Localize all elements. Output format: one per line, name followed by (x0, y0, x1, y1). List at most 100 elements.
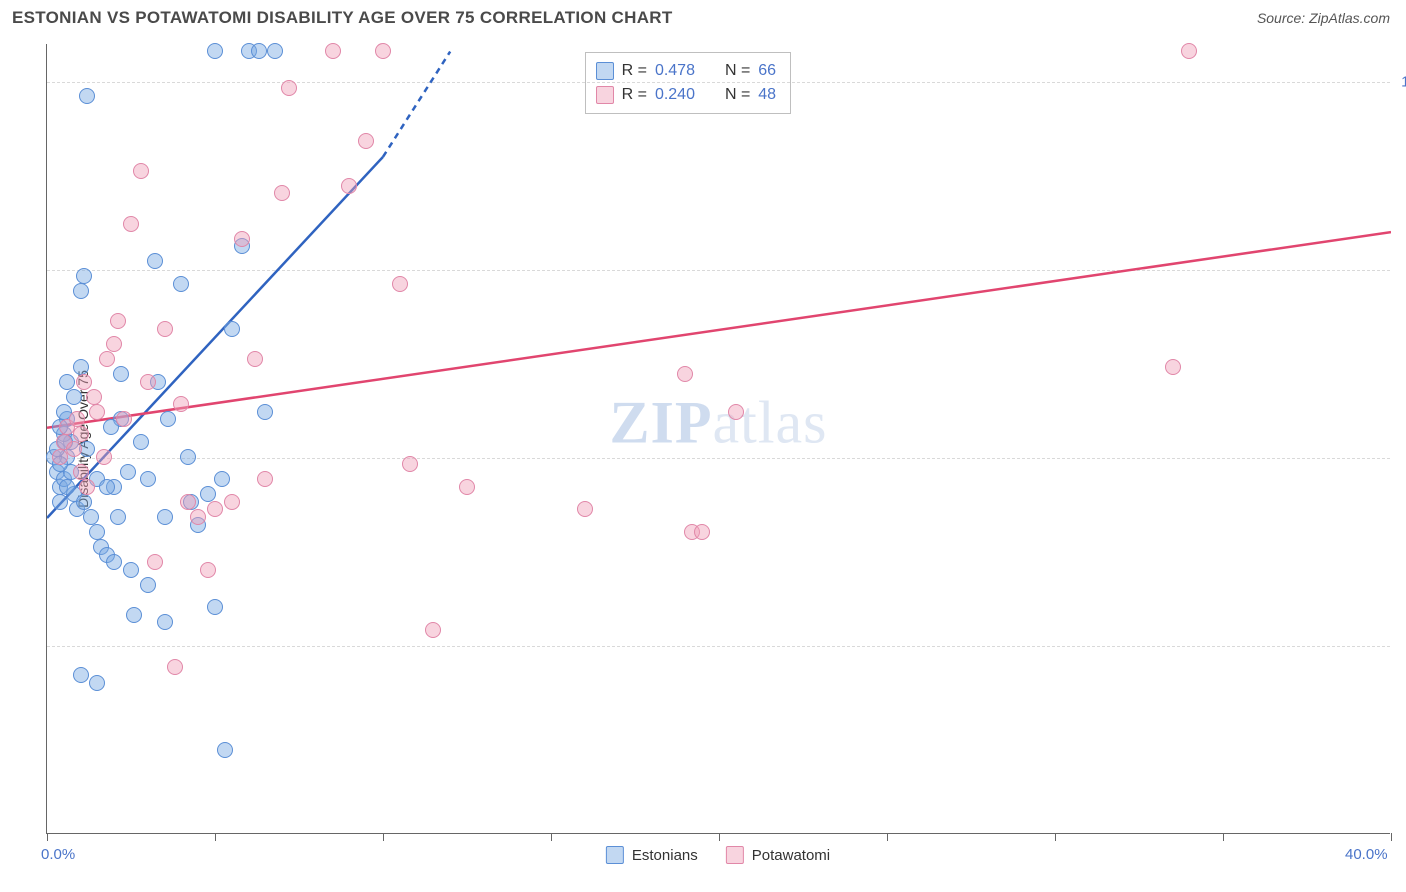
data-point (247, 351, 263, 367)
x-tick-label: 40.0% (1345, 846, 1388, 863)
data-point (99, 351, 115, 367)
data-point (190, 509, 206, 525)
chart-title: ESTONIAN VS POTAWATOMI DISABILITY AGE OV… (12, 8, 673, 28)
data-point (224, 494, 240, 510)
series-name: Estonians (632, 847, 698, 864)
data-point (281, 80, 297, 96)
data-point (157, 614, 173, 630)
data-point (214, 471, 230, 487)
x-tick (47, 833, 48, 841)
data-point (86, 389, 102, 405)
data-point (116, 411, 132, 427)
data-point (1165, 359, 1181, 375)
data-point (76, 374, 92, 390)
x-tick (1391, 833, 1392, 841)
series-legend: Estonians Potawatomi (606, 846, 830, 864)
data-point (73, 667, 89, 683)
data-point (257, 404, 273, 420)
plot-area: Disability Age Over 75 ZIPatlas R =0.478… (46, 44, 1390, 834)
data-point (160, 411, 176, 427)
data-point (133, 434, 149, 450)
data-point (110, 313, 126, 329)
data-point (99, 479, 115, 495)
data-point (341, 178, 357, 194)
data-point (251, 43, 267, 59)
data-point (274, 185, 290, 201)
data-point (157, 509, 173, 525)
legend-n-label: N = (725, 83, 750, 107)
gridline (47, 458, 1390, 459)
data-point (73, 464, 89, 480)
data-point (147, 554, 163, 570)
data-point (66, 389, 82, 405)
data-point (89, 524, 105, 540)
data-point (59, 374, 75, 390)
legend-r-label: R = (622, 83, 647, 107)
data-point (173, 276, 189, 292)
legend-swatch (596, 62, 614, 80)
data-point (694, 524, 710, 540)
data-point (113, 366, 129, 382)
x-tick (551, 833, 552, 841)
data-point (106, 336, 122, 352)
data-point (173, 396, 189, 412)
data-point (66, 441, 82, 457)
data-point (69, 411, 85, 427)
x-tick (383, 833, 384, 841)
data-point (728, 404, 744, 420)
data-point (358, 133, 374, 149)
legend-r-label: R = (622, 59, 647, 83)
data-point (200, 562, 216, 578)
data-point (59, 479, 75, 495)
data-point (207, 43, 223, 59)
legend-swatch (596, 86, 614, 104)
legend-swatch (726, 846, 744, 864)
legend-r-value: 0.240 (655, 83, 709, 107)
x-tick-label: 0.0% (41, 846, 75, 863)
data-point (267, 43, 283, 59)
data-point (402, 456, 418, 472)
data-point (217, 742, 233, 758)
data-point (89, 404, 105, 420)
data-point (1181, 43, 1197, 59)
legend-swatch (606, 846, 624, 864)
trend-lines (47, 44, 1391, 834)
data-point (234, 231, 250, 247)
data-point (79, 88, 95, 104)
data-point (83, 509, 99, 525)
x-tick (719, 833, 720, 841)
data-point (167, 659, 183, 675)
legend-r-value: 0.478 (655, 59, 709, 83)
data-point (325, 43, 341, 59)
gridline (47, 82, 1390, 83)
data-point (147, 253, 163, 269)
chart-source: Source: ZipAtlas.com (1257, 10, 1390, 26)
x-tick (215, 833, 216, 841)
data-point (73, 359, 89, 375)
data-point (52, 494, 68, 510)
series-name: Potawatomi (752, 847, 830, 864)
data-point (200, 486, 216, 502)
gridline (47, 270, 1390, 271)
data-point (375, 43, 391, 59)
legend-item: Potawatomi (726, 846, 830, 864)
gridline (47, 646, 1390, 647)
legend-item: Estonians (606, 846, 698, 864)
x-tick (1055, 833, 1056, 841)
legend-row: R =0.478N =66 (596, 59, 776, 83)
data-point (392, 276, 408, 292)
x-tick (887, 833, 888, 841)
legend-n-value: 48 (758, 83, 776, 107)
data-point (106, 554, 122, 570)
legend-n-label: N = (725, 59, 750, 83)
data-point (126, 607, 142, 623)
data-point (577, 501, 593, 517)
data-point (73, 426, 89, 442)
data-point (180, 449, 196, 465)
data-point (89, 675, 105, 691)
data-point (110, 509, 126, 525)
data-point (76, 268, 92, 284)
data-point (120, 464, 136, 480)
data-point (459, 479, 475, 495)
data-point (76, 494, 92, 510)
